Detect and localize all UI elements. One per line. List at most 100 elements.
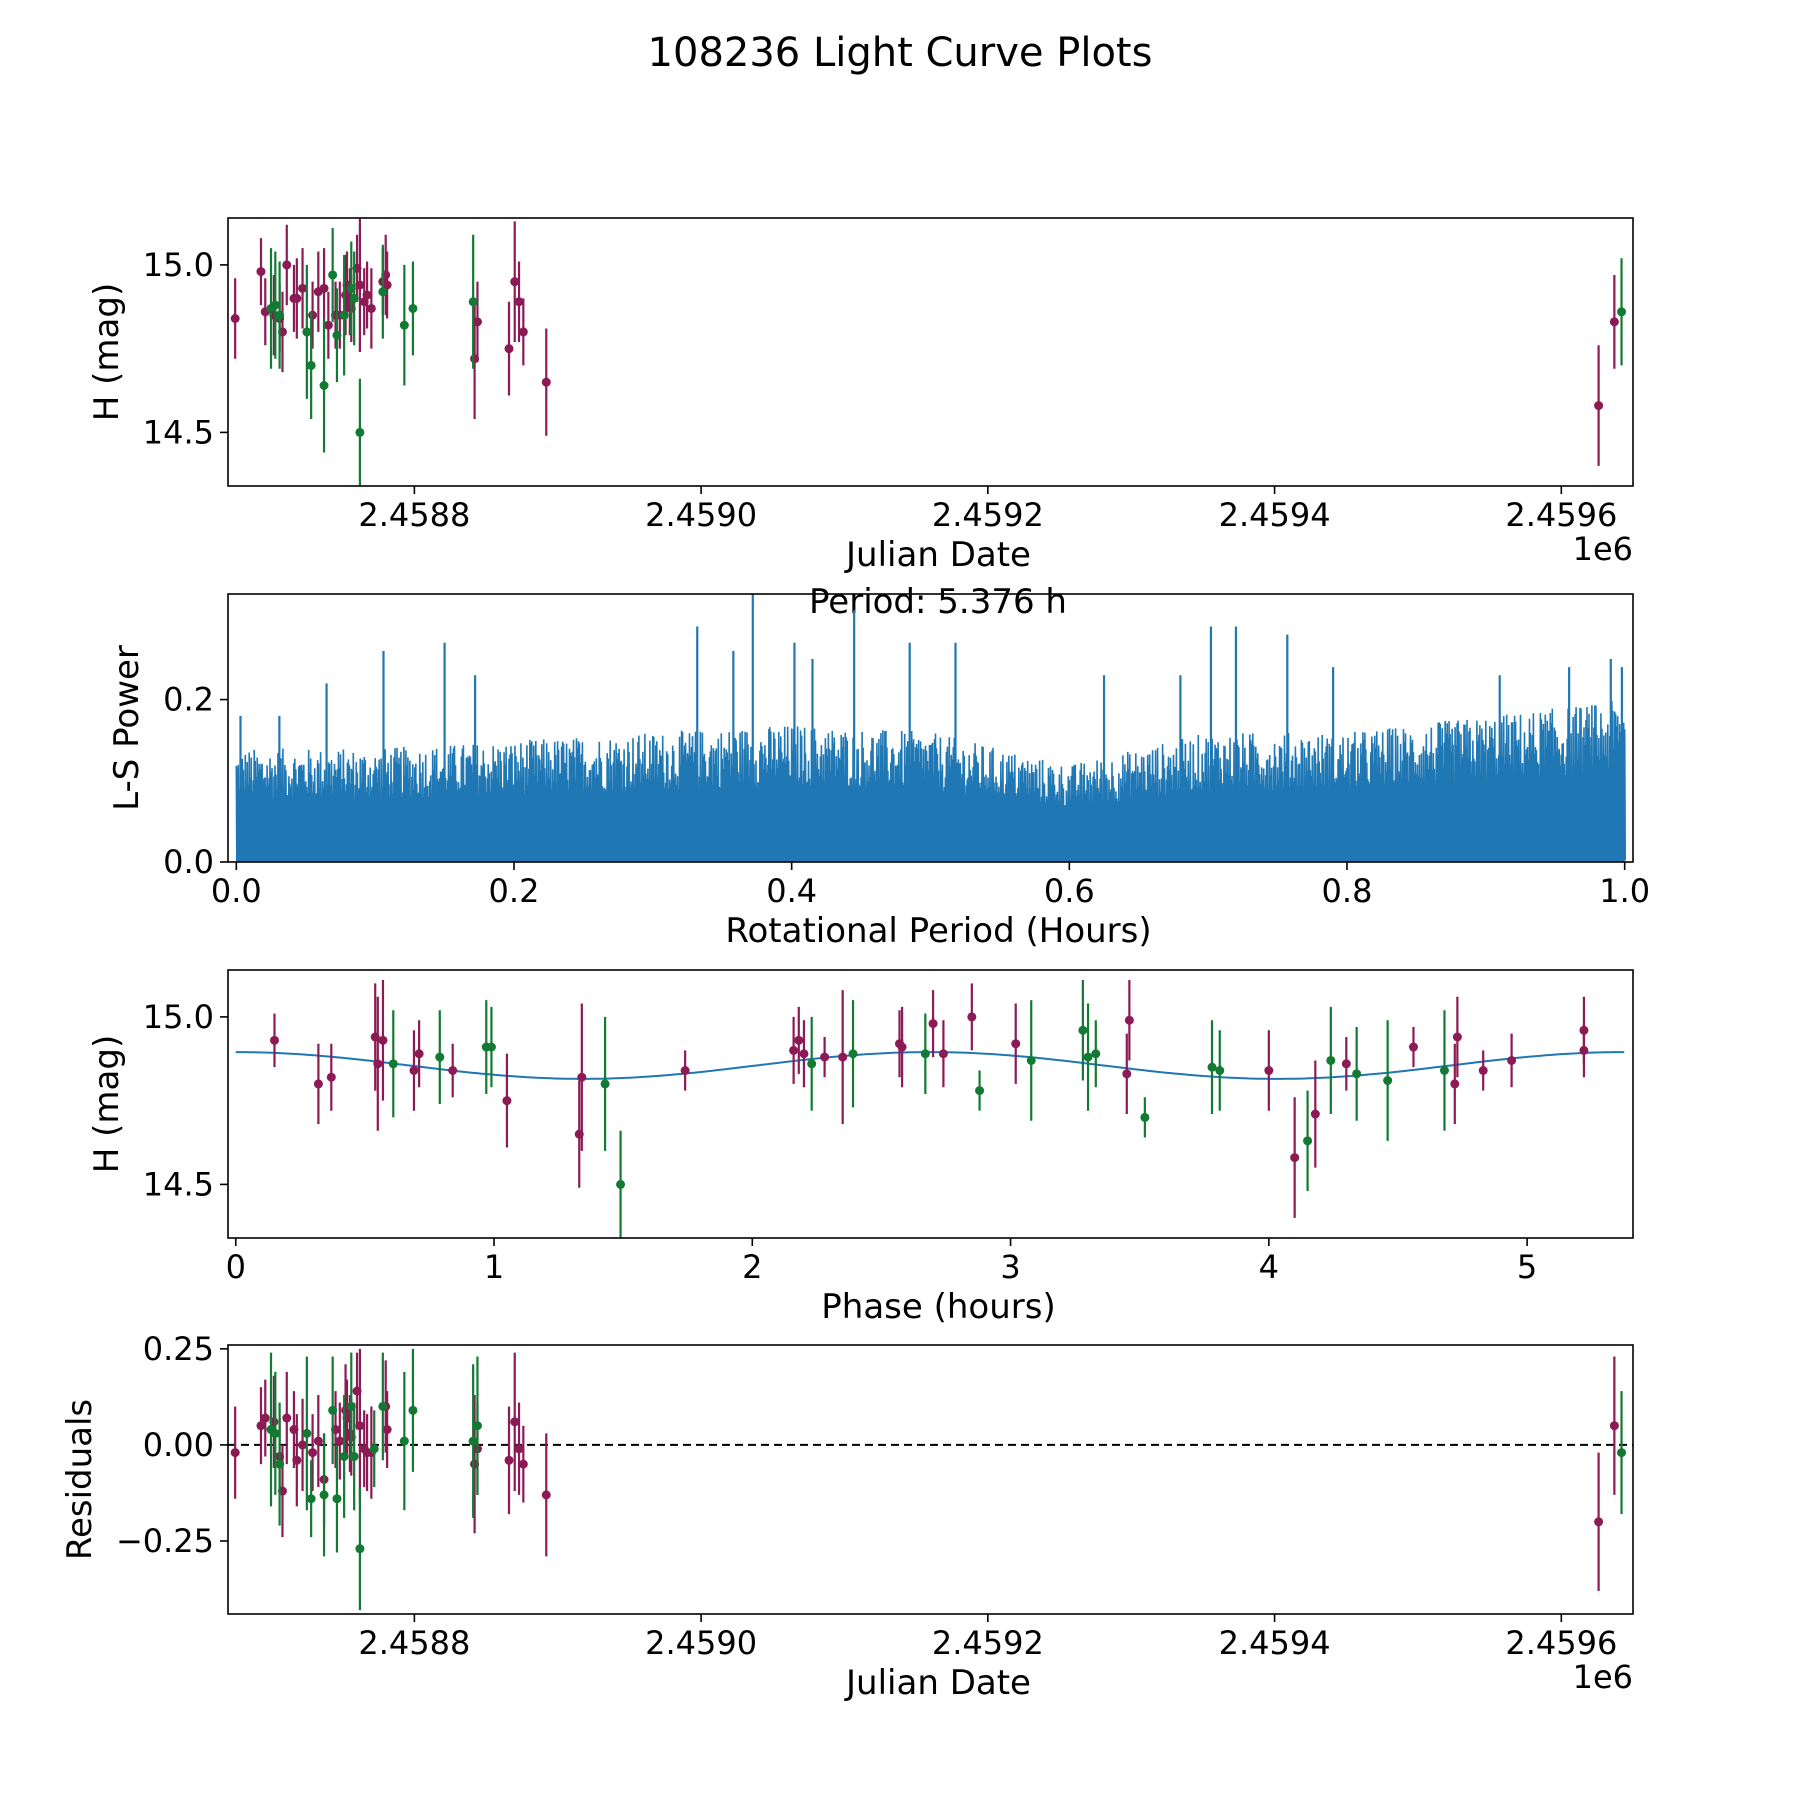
x-tick-label: 2.4590 [645,1624,757,1662]
data-point [541,1490,551,1500]
y-tick-label: 0.2 [163,681,214,719]
data-point [1091,1049,1101,1059]
data-point [366,303,376,313]
data-point [319,381,329,390]
x-tick-label: 2.4592 [932,496,1044,534]
data-point [282,1413,292,1423]
axes-frame [227,969,1634,1239]
timeseries-panel: 2.4588 2.4590 2.4592 2.4594 2.4596 14.5 15.0 Ju… [87,217,1634,575]
data-point [306,1494,316,1504]
x-tick-label: 2.4596 [1505,1624,1617,1662]
data-point [1310,1109,1320,1119]
plot-area [235,980,1625,1238]
x-axis-label: Rotational Period (Hours) [725,911,1151,951]
data-point [1124,1015,1134,1025]
data-point [502,1096,512,1106]
data-point [339,1451,349,1461]
data-point [920,1049,930,1059]
data-point [335,1436,345,1446]
axes-frame [227,593,1634,863]
x-tick-label: 2.4588 [358,1624,470,1662]
data-point [514,1444,524,1454]
period-annotation: Period: 5.376 h [809,582,1067,622]
data-point [319,283,329,293]
data-point [378,1035,388,1045]
data-point [382,280,392,290]
x-tick-label: 2.4590 [645,496,757,534]
data-point [486,1042,496,1052]
data-point [510,277,520,287]
x-tick-label: 2.4592 [932,1624,1044,1662]
data-point [1215,1066,1225,1075]
x-axis-label: Phase (hours) [821,1287,1055,1327]
data-point [373,1059,383,1069]
data-point [1579,1045,1589,1055]
data-point [292,1455,302,1465]
data-point [308,310,318,320]
x-tick-label: 2.4588 [358,496,470,534]
x-tick-label: 0 [226,1248,246,1286]
x-tick-label: 3 [1000,1248,1020,1286]
data-point [897,1042,907,1052]
plot-area [228,1348,1633,1611]
data-point [1326,1055,1336,1065]
data-point [1083,1052,1093,1062]
data-point [1594,401,1604,411]
data-point [349,1451,359,1461]
data-point [1026,1055,1036,1065]
x-tick-label: 0.4 [766,872,817,910]
y-tick-label: 14.5 [143,1165,214,1203]
axes-frame [227,1344,1634,1615]
data-point [230,1448,240,1458]
data-point [313,1079,323,1089]
x-axis-label: Julian Date [844,1663,1031,1703]
data-point [1341,1059,1351,1069]
data-point [1290,1153,1300,1163]
data-point [323,320,333,330]
data-point [1450,1079,1460,1089]
data-point [1452,1032,1462,1042]
data-point [339,310,349,320]
y-tick-label: 0.0 [163,843,214,881]
data-point [1507,1055,1517,1065]
x-tick-label: 2.4594 [1219,496,1331,534]
data-point [282,260,292,270]
data-point [319,1490,329,1500]
data-point [409,1066,419,1075]
plot-area [235,594,1626,862]
x-tick-label: 0.0 [211,872,262,910]
data-point [256,267,266,277]
data-point [388,1059,398,1069]
data-point [504,344,514,354]
data-point [399,1436,409,1446]
data-point [298,1440,308,1450]
data-point [472,1421,482,1431]
data-point [306,360,316,370]
data-point [408,303,418,313]
y-tick-label: 0.00 [143,1426,214,1464]
periodogram-panel: Period: 5.376 h 0.0 0.2 0.4 0.6 0.8 1.0 0.0 0.2… [107,582,1650,951]
data-point [349,293,359,303]
x-tick-label: 2.4594 [1219,1624,1331,1662]
data-point [275,310,285,320]
data-point [378,287,388,297]
data-point [230,314,240,323]
data-point [1617,307,1627,317]
data-point [408,1405,418,1415]
data-point [807,1059,817,1069]
data-point [270,300,280,310]
data-point [938,1049,948,1059]
data-point [332,1494,342,1504]
data-point [326,1072,336,1082]
x-axis-offset-label: 1e6 [1573,1658,1633,1696]
data-point [616,1179,626,1189]
x-tick-label: 2 [742,1248,762,1286]
data-point [848,1049,858,1059]
data-point [468,1436,478,1446]
data-point [510,1417,520,1427]
x-axis-label: Julian Date [844,535,1031,575]
data-point [1408,1042,1418,1052]
data-point [680,1066,690,1075]
data-point [328,1405,338,1415]
